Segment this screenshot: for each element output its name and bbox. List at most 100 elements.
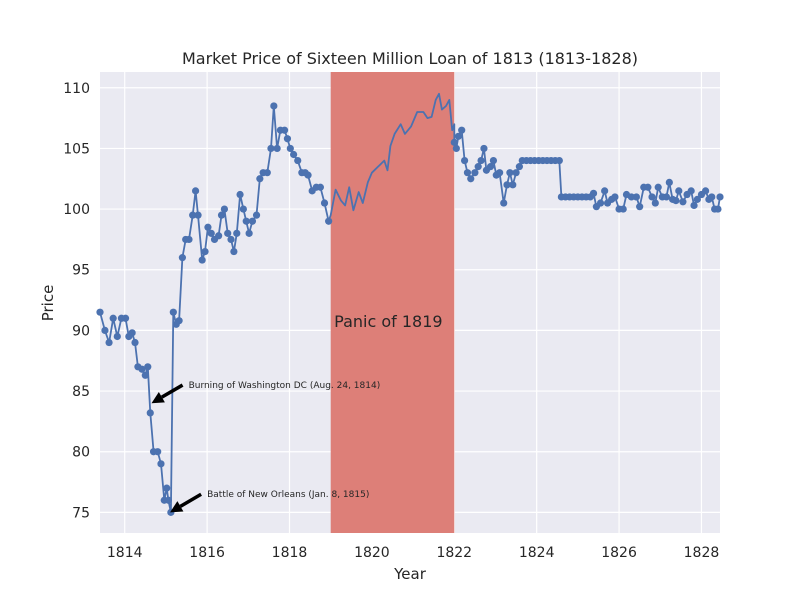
data-point bbox=[450, 138, 458, 146]
data-point bbox=[716, 193, 724, 201]
y-tick-label: 75 bbox=[72, 505, 90, 521]
annotation-arrow bbox=[160, 383, 184, 399]
x-tick-label: 1828 bbox=[684, 545, 720, 561]
data-point bbox=[304, 171, 312, 179]
data-point bbox=[480, 144, 488, 153]
data-point bbox=[619, 205, 627, 213]
data-point bbox=[496, 169, 504, 177]
data-point bbox=[503, 181, 511, 189]
y-tick-label: 105 bbox=[63, 141, 90, 157]
data-point bbox=[248, 217, 257, 225]
x-tick-label: 1814 bbox=[107, 545, 143, 561]
data-point bbox=[693, 195, 701, 203]
data-point bbox=[263, 169, 271, 177]
data-point bbox=[632, 193, 640, 201]
data-point bbox=[204, 223, 212, 231]
data-point bbox=[290, 150, 298, 159]
data-point bbox=[267, 144, 275, 153]
data-point bbox=[506, 169, 514, 177]
price-series bbox=[96, 92, 724, 516]
data-point bbox=[477, 156, 485, 165]
data-point bbox=[714, 205, 722, 213]
data-point bbox=[601, 187, 609, 195]
data-point bbox=[708, 193, 716, 201]
data-point bbox=[256, 175, 264, 183]
data-point bbox=[454, 132, 463, 140]
panic-band-label: Panic of 1819 bbox=[334, 312, 442, 331]
data-point bbox=[500, 199, 508, 207]
data-point bbox=[474, 163, 482, 171]
data-point bbox=[189, 211, 197, 219]
data-point bbox=[675, 187, 683, 195]
data-point bbox=[230, 247, 238, 256]
y-axis-ticks: 75 80 85 90 95 100 105 110 bbox=[63, 81, 90, 522]
data-point bbox=[245, 229, 253, 237]
data-point bbox=[96, 308, 104, 316]
data-point bbox=[627, 193, 636, 201]
data-point bbox=[217, 211, 226, 219]
data-point bbox=[690, 201, 698, 210]
data-point bbox=[201, 247, 209, 256]
data-point bbox=[316, 183, 324, 191]
y-tick-label: 90 bbox=[72, 323, 90, 339]
data-point bbox=[512, 169, 520, 177]
data-point bbox=[178, 254, 186, 262]
data-point bbox=[157, 460, 165, 468]
data-point bbox=[589, 189, 598, 197]
data-point bbox=[648, 193, 656, 201]
data-point bbox=[198, 256, 206, 264]
data-point bbox=[662, 193, 671, 201]
x-tick-label: 1816 bbox=[189, 545, 225, 561]
data-point bbox=[679, 198, 687, 206]
data-point bbox=[467, 175, 475, 183]
annotation-arrowhead bbox=[170, 501, 184, 513]
data-point bbox=[252, 211, 261, 219]
data-point bbox=[113, 332, 121, 341]
data-point bbox=[220, 205, 229, 213]
data-point bbox=[109, 314, 117, 322]
annotation-arrowhead bbox=[151, 391, 165, 404]
data-point bbox=[270, 102, 278, 110]
x-tick-label: 1826 bbox=[601, 545, 637, 561]
y-tick-label: 80 bbox=[72, 445, 90, 461]
data-point bbox=[224, 229, 232, 237]
data-point bbox=[105, 338, 113, 347]
panic-band-group: Panic of 1819 bbox=[330, 72, 455, 533]
data-point bbox=[644, 183, 652, 191]
data-point bbox=[325, 217, 333, 225]
data-point bbox=[175, 317, 183, 325]
data-point bbox=[236, 190, 244, 199]
data-point bbox=[471, 169, 479, 177]
data-point bbox=[665, 178, 673, 186]
data-point bbox=[636, 203, 644, 211]
data-point bbox=[239, 205, 247, 213]
x-tick-label: 1818 bbox=[272, 545, 308, 561]
data-point bbox=[169, 308, 177, 316]
data-point bbox=[515, 163, 523, 171]
x-axis-ticks: 1814 1816 1818 1820 1822 1824 1826 1828 bbox=[107, 545, 719, 561]
data-point bbox=[131, 338, 139, 347]
data-point bbox=[654, 183, 662, 191]
data-point bbox=[320, 199, 329, 207]
data-point bbox=[486, 163, 495, 171]
data-point bbox=[185, 235, 193, 244]
data-point bbox=[672, 196, 680, 205]
data-point bbox=[294, 156, 302, 165]
data-point bbox=[138, 365, 146, 373]
x-tick-label: 1824 bbox=[519, 545, 555, 561]
y-axis-label: Price bbox=[39, 285, 57, 322]
x-axis-label: Year bbox=[393, 565, 427, 583]
data-point bbox=[651, 199, 659, 207]
data-point bbox=[701, 187, 710, 195]
annotations: Burning of Washington DC (Aug. 24, 1814)… bbox=[151, 381, 380, 513]
data-point bbox=[273, 144, 281, 153]
data-point bbox=[154, 448, 162, 456]
data-point bbox=[101, 326, 109, 335]
data-point bbox=[611, 193, 619, 201]
y-tick-label: 100 bbox=[63, 202, 90, 218]
data-point bbox=[144, 363, 152, 371]
data-point bbox=[233, 229, 241, 237]
data-point bbox=[463, 169, 472, 177]
x-tick-label: 1822 bbox=[436, 545, 472, 561]
